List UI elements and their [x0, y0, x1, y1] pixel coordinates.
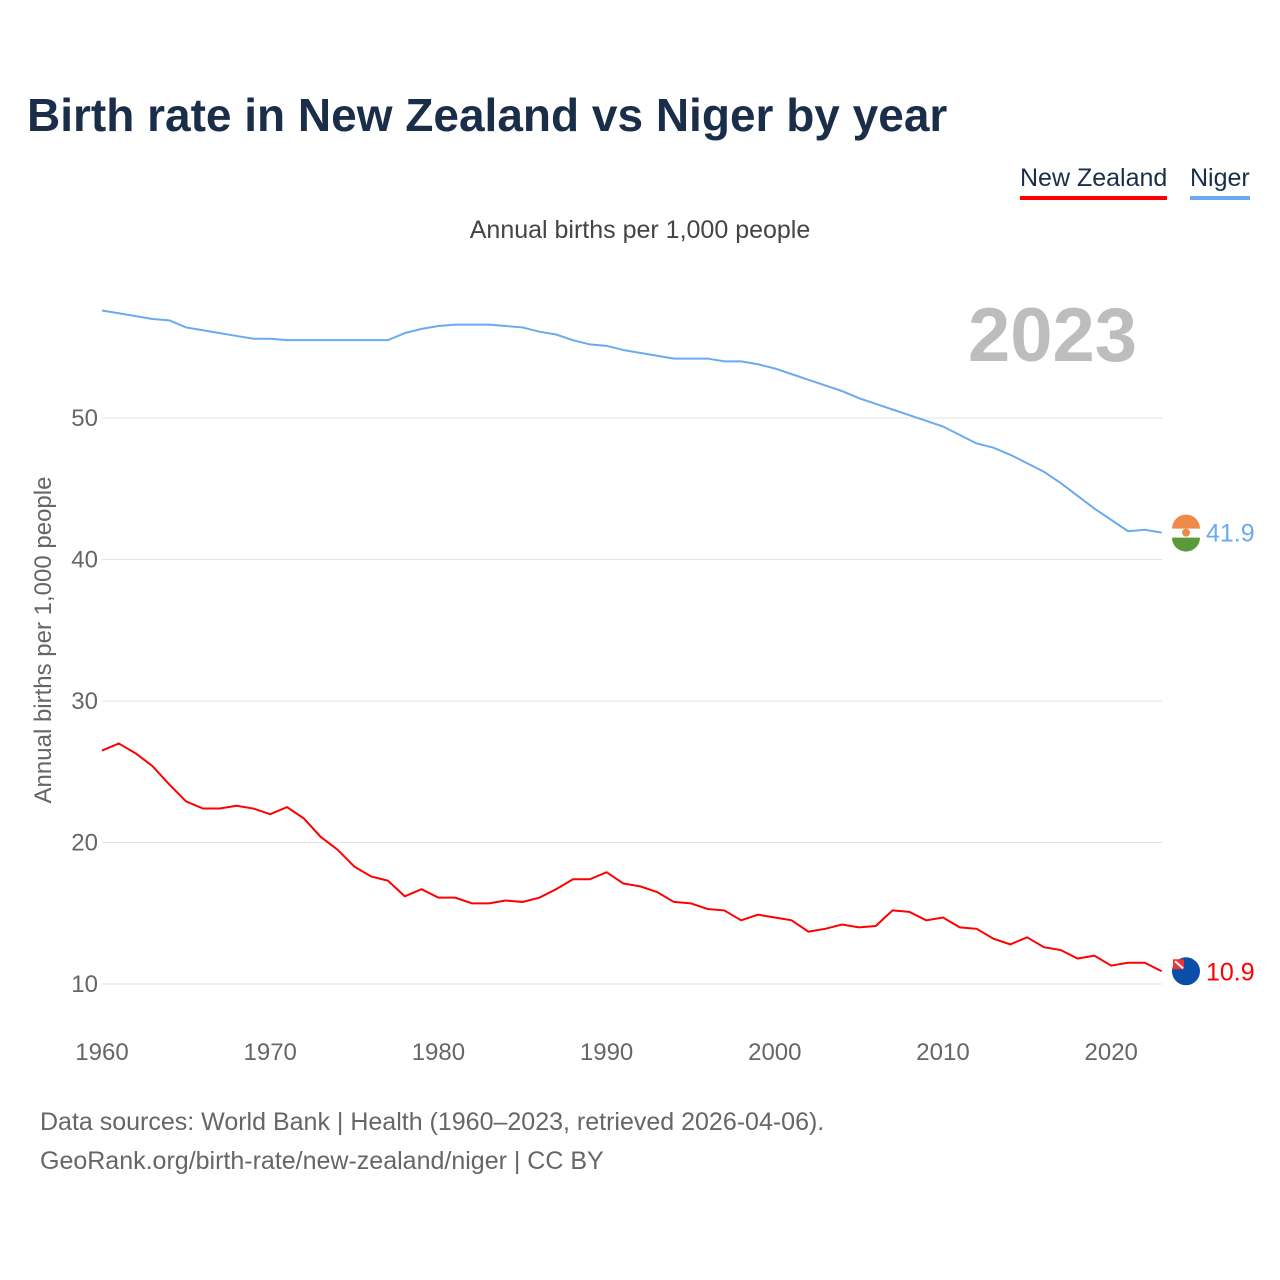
- chart-subtitle: Annual births per 1,000 people: [469, 216, 811, 244]
- x-tick-label: 1970: [244, 1039, 297, 1066]
- y-tick-label: 10: [71, 971, 98, 998]
- end-value-label: 41.9: [1206, 520, 1255, 548]
- current-year-label: 2023: [968, 293, 1138, 378]
- x-tick-label: 1960: [75, 1039, 128, 1066]
- x-tick-label: 1990: [580, 1039, 633, 1066]
- x-tick-label: 1980: [412, 1039, 465, 1066]
- y-tick-label: 40: [71, 547, 98, 574]
- niger-flag-sun: [1182, 528, 1190, 537]
- legend-new-zealand[interactable]: New Zealand: [1020, 164, 1168, 200]
- source-line-2[interactable]: GeoRank.org/birth-rate/new-zealand/niger…: [40, 1147, 604, 1175]
- source-line-1: Data sources: World Bank | Health (1960–…: [40, 1108, 825, 1136]
- y-tick-label: 30: [71, 688, 98, 715]
- y-tick-label: 50: [71, 405, 98, 432]
- niger-flag-green: [1172, 537, 1200, 552]
- chart-title: Birth rate in New Zealand vs Niger by ye…: [27, 89, 948, 141]
- legend-niger[interactable]: Niger: [1190, 164, 1250, 200]
- series-line-new-zealand: [101, 742, 1163, 973]
- y-axis-label: Annual births per 1,000 people: [30, 477, 57, 804]
- y-tick-label: 20: [71, 830, 98, 857]
- series-line-niger: [101, 309, 1162, 534]
- end-value-label: 10.9: [1206, 958, 1255, 986]
- x-tick-label: 2010: [916, 1039, 969, 1066]
- x-tick-label: 2000: [748, 1039, 801, 1066]
- niger-flag-orange: [1172, 514, 1200, 529]
- x-tick-label: 2020: [1085, 1039, 1138, 1066]
- new-zealand-flag-cross: [1174, 960, 1184, 970]
